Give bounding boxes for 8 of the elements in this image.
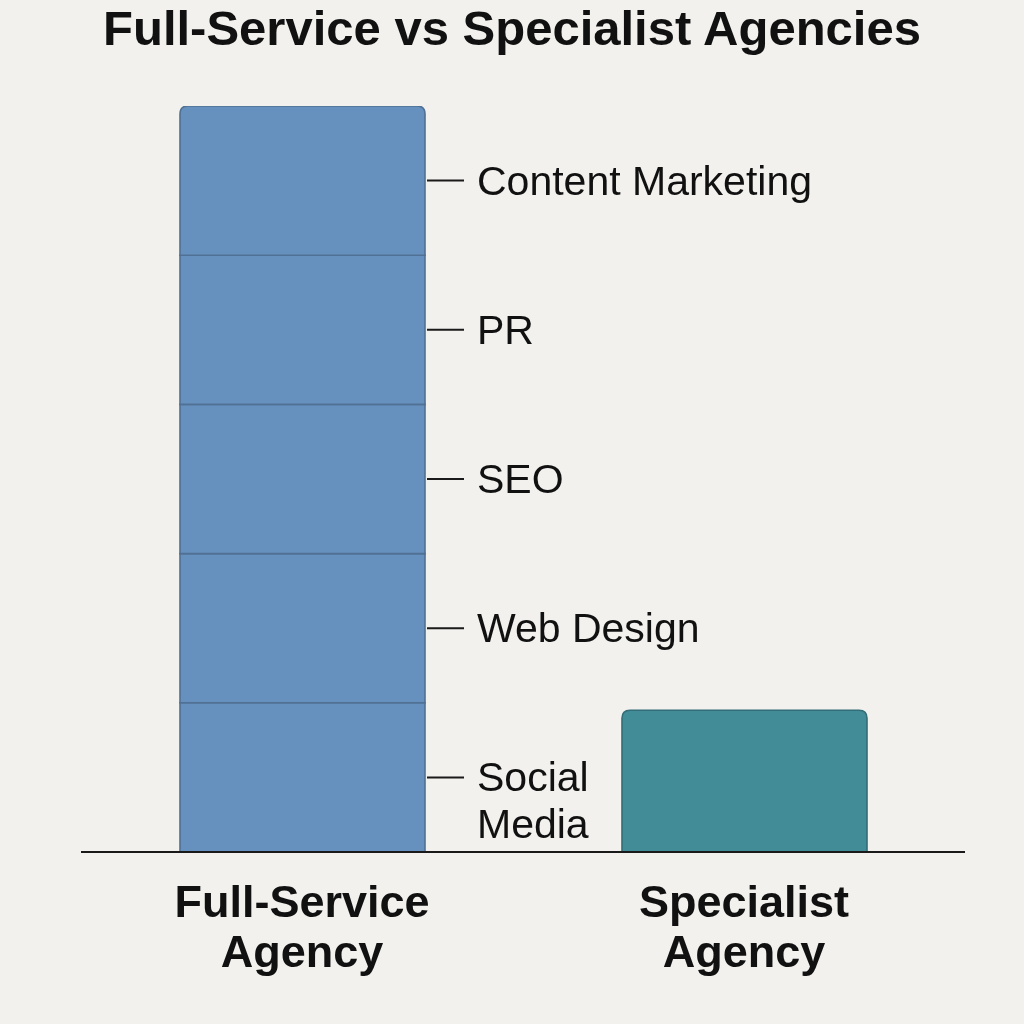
- series-label: Content Marketing: [477, 157, 813, 204]
- series-label: SEO: [477, 456, 564, 502]
- x-tick-label: Full-Service Agency: [174, 876, 430, 977]
- series-label: PR: [477, 306, 534, 353]
- series-label: Social Media: [477, 754, 589, 848]
- chart-title: Full-Service vs Specialist Agencies: [102, 0, 922, 56]
- x-tick-label: Specialist Agency: [638, 876, 850, 977]
- series-label: Web Design: [477, 605, 700, 652]
